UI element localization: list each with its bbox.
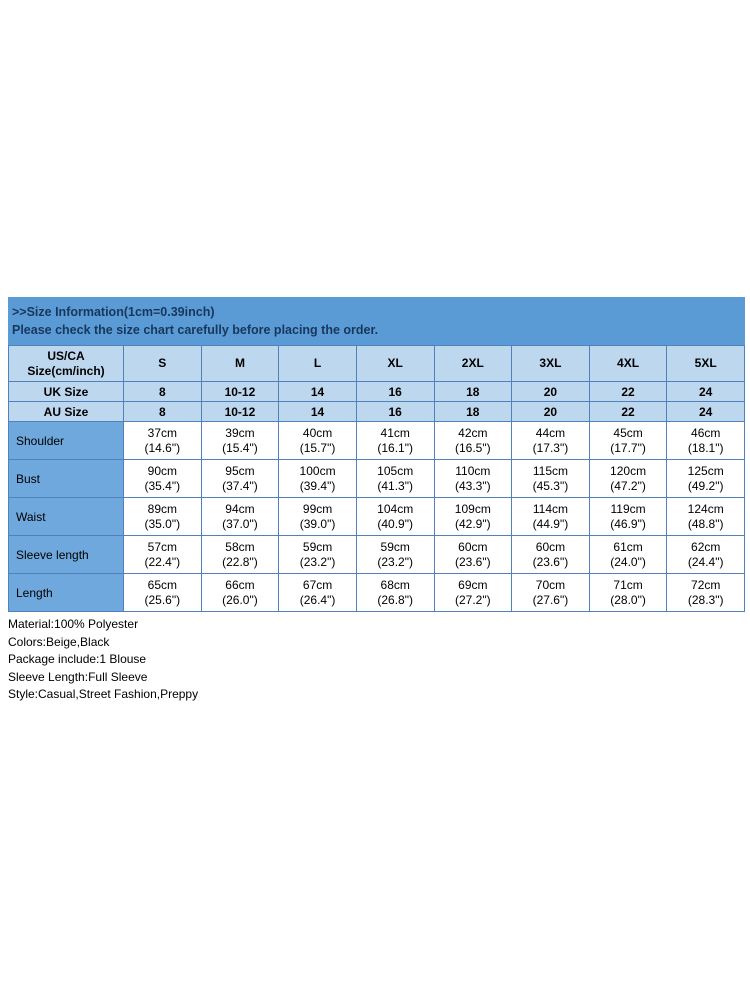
measurement-cell: 70cm (27.6") xyxy=(511,573,590,612)
size-row: AU Size 8 10-12 14 16 18 20 22 24 xyxy=(8,401,745,422)
size-cell: 8 xyxy=(123,381,202,402)
measurement-cell: 45cm (17.7") xyxy=(588,421,668,460)
measurement-cell: 115cm (45.3") xyxy=(511,459,590,498)
measurement-cell: 89cm (35.0") xyxy=(123,497,202,536)
detail-line: Package include:1 Blouse xyxy=(8,652,147,666)
size-cell: 22 xyxy=(588,381,668,402)
size-row-label: UK Size xyxy=(8,381,124,402)
measurement-cell: 99cm (39.0") xyxy=(278,497,357,536)
measurement-cell: 100cm (39.4") xyxy=(278,459,357,498)
measurement-cell: 119cm (46.9") xyxy=(588,497,668,536)
measurement-cell: 39cm (15.4") xyxy=(200,421,280,460)
measurement-row: Sleeve length 57cm (22.4") 58cm (22.8") 59c… xyxy=(8,535,745,574)
measurement-cell: 104cm (40.9") xyxy=(355,497,435,536)
measurement-row: Waist 89cm (35.0") 94cm (37.0") 99cm (39.0"… xyxy=(8,497,745,536)
measurement-cell: 46cm (18.1") xyxy=(666,421,745,460)
product-details: Material:100% Polyester Colors:Beige,Blac… xyxy=(8,616,745,704)
measurement-cell: 41cm (16.1") xyxy=(355,421,435,460)
size-cell: 8 xyxy=(123,401,202,422)
measurement-cell: 120cm (47.2") xyxy=(588,459,668,498)
corner-label: US/CA Size(cm/inch) xyxy=(8,345,124,382)
size-cell: 20 xyxy=(511,401,590,422)
size-column-m: M xyxy=(200,345,280,382)
measurement-row-label: Bust xyxy=(8,459,124,498)
measurement-cell: 42cm (16.5") xyxy=(433,421,513,460)
size-chart-page: >>Size Information(1cm=0.39inch) Please … xyxy=(8,297,745,704)
measurement-cell: 62cm (24.4") xyxy=(666,535,745,574)
size-cell: 18 xyxy=(433,381,513,402)
measurement-cell: 114cm (44.9") xyxy=(511,497,590,536)
measurement-cell: 72cm (28.3") xyxy=(666,573,745,612)
size-column-5xl: 5XL xyxy=(666,345,745,382)
measurement-cell: 105cm (41.3") xyxy=(355,459,435,498)
measurement-cell: 95cm (37.4") xyxy=(200,459,280,498)
measurement-row-label: Length xyxy=(8,573,124,612)
measurement-cell: 60cm (23.6") xyxy=(511,535,590,574)
measurement-cell: 65cm (25.6") xyxy=(123,573,202,612)
banner-subtitle: Please check the size chart carefully be… xyxy=(12,323,379,337)
size-cell: 18 xyxy=(433,401,513,422)
size-column-3xl: 3XL xyxy=(511,345,590,382)
measurement-cell: 61cm (24.0") xyxy=(588,535,668,574)
size-cell: 14 xyxy=(278,401,357,422)
measurement-row-label: Shoulder xyxy=(8,421,124,460)
detail-line: Material:100% Polyester xyxy=(8,617,139,631)
measurement-cell: 110cm (43.3") xyxy=(433,459,513,498)
measurement-row: Shoulder 37cm (14.6") 39cm (15.4") 40cm (15… xyxy=(8,421,745,460)
size-column-xl: XL xyxy=(355,345,435,382)
measurement-cell: 67cm (26.4") xyxy=(278,573,357,612)
measurement-cell: 69cm (27.2") xyxy=(433,573,513,612)
size-column-s: S xyxy=(123,345,202,382)
size-cell: 24 xyxy=(666,401,745,422)
detail-line: Colors:Beige,Black xyxy=(8,634,110,649)
measurement-cell: 57cm (22.4") xyxy=(123,535,202,574)
size-cell: 10-12 xyxy=(200,401,280,422)
measurement-cell: 59cm (23.2") xyxy=(278,535,357,574)
size-info-banner: >>Size Information(1cm=0.39inch) Please … xyxy=(8,297,745,345)
measurement-row-label: Waist xyxy=(8,497,124,536)
size-cell: 16 xyxy=(355,381,435,402)
size-cell: 22 xyxy=(588,401,668,422)
size-row: UK Size 8 10-12 14 16 18 20 22 24 xyxy=(8,381,745,402)
detail-line: Sleeve Length:Full Sleeve xyxy=(8,669,148,684)
size-cell: 16 xyxy=(355,401,435,422)
measurement-cell: 109cm (42.9") xyxy=(433,497,513,536)
size-column-4xl: 4XL xyxy=(588,345,668,382)
detail-line: Style:Casual,Street Fashion,Preppy xyxy=(8,687,199,701)
size-cell: 10-12 xyxy=(200,381,280,402)
measurement-cell: 90cm (35.4") xyxy=(123,459,202,498)
measurement-cell: 40cm (15.7") xyxy=(278,421,357,460)
size-column-l: L xyxy=(278,345,357,382)
measurement-cell: 124cm (48.8") xyxy=(666,497,745,536)
measurement-cell: 66cm (26.0") xyxy=(200,573,280,612)
size-table: US/CA Size(cm/inch) S M L XL 2XL 3XL 4XL 5XL UK… xyxy=(8,345,745,612)
measurement-cell: 44cm (17.3") xyxy=(511,421,590,460)
size-cell: 20 xyxy=(511,381,590,402)
size-row-label: AU Size xyxy=(8,401,124,422)
size-column-2xl: 2XL xyxy=(433,345,513,382)
size-cell: 24 xyxy=(666,381,745,402)
size-header-row: US/CA Size(cm/inch) S M L XL 2XL 3XL 4XL 5XL xyxy=(8,345,745,382)
banner-title: >>Size Information(1cm=0.39inch) xyxy=(12,305,215,319)
measurement-cell: 68cm (26.8") xyxy=(355,573,435,612)
measurement-cell: 71cm (28.0") xyxy=(588,573,668,612)
measurement-cell: 94cm (37.0") xyxy=(200,497,280,536)
size-cell: 14 xyxy=(278,381,357,402)
measurement-row: Length 65cm (25.6") 66cm (26.0") 67cm (26.4… xyxy=(8,573,745,612)
measurement-row-label: Sleeve length xyxy=(8,535,124,574)
measurement-cell: 59cm (23.2") xyxy=(355,535,435,574)
measurement-row: Bust 90cm (35.4") 95cm (37.4") 100cm (39.4"… xyxy=(8,459,745,498)
measurement-cell: 125cm (49.2") xyxy=(666,459,745,498)
measurement-cell: 37cm (14.6") xyxy=(123,421,202,460)
measurement-cell: 58cm (22.8") xyxy=(200,535,280,574)
measurement-cell: 60cm (23.6") xyxy=(433,535,513,574)
